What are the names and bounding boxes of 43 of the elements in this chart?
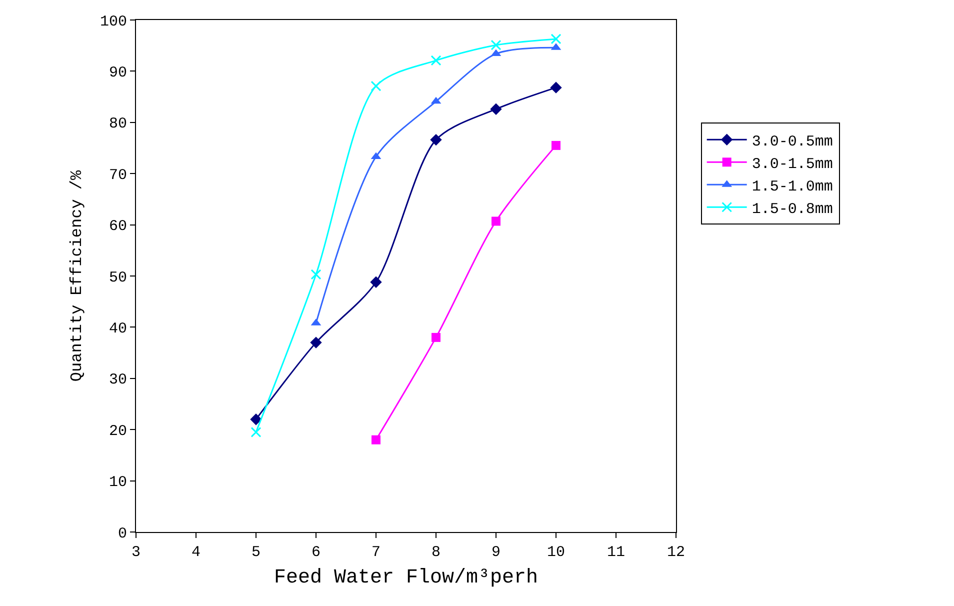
- point: [552, 140, 560, 150]
- point: [250, 414, 262, 426]
- legend-label: 1.5-0.8mm: [752, 201, 833, 218]
- x-tick-label: 11: [606, 544, 626, 561]
- x-axis-title: Feed Water Flow/m³perh: [274, 566, 538, 590]
- x-tick-label: 6: [311, 544, 321, 561]
- y-tick-label: 100: [100, 13, 127, 30]
- y-tick-label: 70: [108, 166, 127, 184]
- point: [370, 276, 382, 288]
- legend-label: 1.5-1.0mm: [752, 178, 833, 196]
- x-tick-label: 5: [251, 544, 261, 561]
- point: [310, 336, 322, 348]
- point: [370, 80, 382, 92]
- y-tick-label: 10: [108, 474, 127, 492]
- x-tick-label: 12: [666, 544, 686, 561]
- x-tick-label: 10: [546, 544, 566, 561]
- x-tick-label: 8: [431, 544, 441, 561]
- y-tick-label: 40: [108, 320, 127, 338]
- x-tick-label: 7: [371, 544, 381, 561]
- point: [490, 103, 502, 115]
- y-tick-label: 0: [118, 525, 127, 542]
- legend-label: 3.0-0.5mm: [752, 134, 833, 150]
- point: [492, 216, 500, 226]
- point: [250, 426, 262, 438]
- x-tick-label: 4: [191, 544, 201, 561]
- point: [550, 34, 562, 44]
- y-tick-label: 80: [108, 116, 127, 133]
- point: [430, 55, 442, 66]
- y-tick-label: 20: [108, 422, 127, 440]
- y-axis-title: Quantity Efficiency /%: [68, 170, 86, 382]
- point: [490, 40, 502, 50]
- legend-label: 3.0-1.5mm: [752, 156, 833, 173]
- x-tick-label: 3: [131, 544, 141, 561]
- y-tick-label: 50: [108, 269, 127, 286]
- point: [372, 435, 380, 444]
- point: [310, 269, 322, 280]
- y-tick-label: 90: [108, 64, 127, 82]
- x-tick-label: 9: [491, 544, 501, 561]
- point: [430, 134, 442, 146]
- point: [550, 82, 562, 94]
- y-tick-label: 60: [108, 218, 127, 236]
- point: [432, 332, 440, 342]
- y-tick-label: 30: [108, 372, 127, 389]
